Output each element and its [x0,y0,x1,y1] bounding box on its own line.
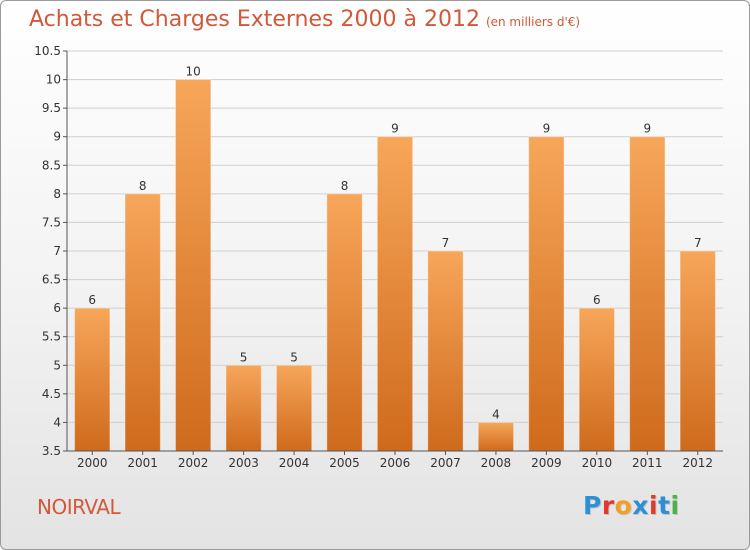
bar [579,308,615,451]
bar [326,193,363,451]
data-label: 6 [593,293,601,307]
data-label: 4 [492,407,500,421]
logo-letter: P [583,491,602,520]
bar [74,308,110,451]
bar [478,422,514,451]
x-tick-label: 2004 [279,456,310,470]
y-tick-label: 7.5 [42,215,61,229]
y-tick-label: 5.5 [42,330,61,344]
y-tick-label: 8.5 [42,158,61,172]
data-label: 9 [391,122,399,136]
bar [225,365,262,451]
bars-layer [74,79,716,452]
logo-letter: x [632,491,649,520]
bar [276,365,312,451]
axis-layer: 3.5 4 4.5 5 5.5 6 6.5 7 7.5 8 8.5 9 9.5 10 10.5 [34,44,723,458]
data-label: 7 [442,236,450,250]
y-tick-label: 6.5 [42,273,61,287]
data-label: 8 [139,179,147,193]
logo-letter: i [649,491,659,520]
chart-title-text: Achats et Charges Externes 2000 à 2012 [29,7,480,32]
logo-letter: o [614,491,633,520]
y-tick-label: 5 [53,358,61,372]
y-tick-label: 6 [53,301,61,315]
x-tick-label: 2011 [632,456,663,470]
y-tick-label: 3.5 [42,444,61,458]
data-label: 5 [290,350,298,364]
x-tick-label: 2005 [329,456,360,470]
bar [125,193,161,451]
y-tick-label: 9.5 [42,101,61,115]
bar [427,251,464,451]
x-tick-label: 2010 [582,456,613,470]
bar [175,79,211,452]
unit-note: (en milliers d'€) [485,15,581,29]
x-tick-label: 2008 [481,456,512,470]
proxiti-logo: Proxiti [583,491,680,520]
y-tick-label: 10 [46,73,61,87]
y-tick-label: 7 [53,244,61,258]
data-label: 6 [88,293,96,307]
data-label: 10 [186,65,201,79]
x-tick-label: 2006 [380,456,411,470]
bar [629,136,665,451]
y-tick-label: 9 [53,130,61,144]
logo-letter: r [601,491,615,520]
x-tick-label: 2012 [682,456,713,470]
x-tick-label: 2003 [228,456,259,470]
bar [377,136,413,451]
y-tick-label: 8 [53,187,61,201]
chart-title: Achats et Charges Externes 2000 à 2012 (e… [29,7,580,32]
x-tick-label: 2002 [178,456,209,470]
x-tick-label: 2001 [127,456,158,470]
x-tick-label: 2000 [77,456,108,470]
location-label: NOIRVAL [37,495,121,519]
data-label: 9 [643,122,651,136]
data-label: 7 [694,236,702,250]
bar [680,251,716,451]
y-tick-label: 4 [53,415,61,429]
logo-letter: i [670,491,680,520]
y-tick-label: 4.5 [42,387,61,401]
data-label: 9 [543,122,551,136]
x-tick-label: 2009 [531,456,562,470]
data-label: 5 [240,350,248,364]
bar [528,136,565,451]
x-tick-label: 2007 [430,456,461,470]
labels-layer: 6 2000 8 2001 10 2002 5 2003 5 2004 8 2005 9 2006 7 200… [77,65,713,470]
y-tick-label: 10.5 [34,44,61,58]
data-label: 8 [341,179,349,193]
logo-letter: t [658,491,671,520]
